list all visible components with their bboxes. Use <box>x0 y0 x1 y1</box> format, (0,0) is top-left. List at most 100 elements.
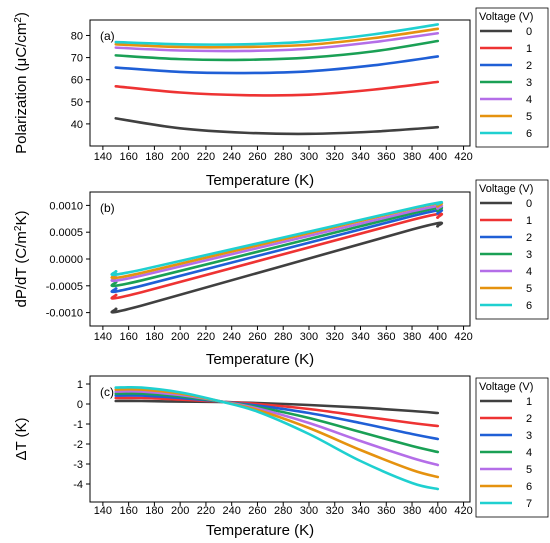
x-tick-label: 160 <box>119 151 137 163</box>
x-tick-label: 240 <box>223 151 241 163</box>
legend-entry-2: 2 <box>526 60 532 72</box>
y-tick-label: 1 <box>77 379 83 391</box>
legend-title: Voltage (V) <box>479 11 533 23</box>
x-tick-label: 220 <box>197 331 215 343</box>
x-tick-label: 320 <box>326 151 344 163</box>
legend-entry-3: 3 <box>526 249 532 261</box>
legend-entry-6: 6 <box>526 128 532 140</box>
legend-box <box>475 377 549 518</box>
series-line-1 <box>110 212 444 300</box>
x-tick-label: 220 <box>197 151 215 163</box>
x-tick-label: 400 <box>429 505 447 517</box>
series-line-4 <box>110 204 444 283</box>
series-line-0 <box>110 221 444 314</box>
series-line-5 <box>114 390 440 467</box>
panel-2: 140 160 180 200 220 240 260 280 300 320 340 360 380 4… <box>13 375 549 539</box>
x-tick-label: 380 <box>403 505 421 517</box>
series-line-3 <box>110 206 444 288</box>
series-line-2 <box>114 396 440 428</box>
y-tick-label: 80 <box>71 30 83 42</box>
panel-1: 140 160 180 200 220 240 260 280 300 320 340 360 380 4… <box>13 179 549 368</box>
x-tick-label: 220 <box>197 505 215 517</box>
legend-box <box>475 7 549 148</box>
y-title-superscript: 2 <box>13 17 24 23</box>
x-tick-label: 140 <box>94 151 112 163</box>
x-tick-label: 180 <box>145 505 163 517</box>
y-axis-title: Polarization (μC/cm2) <box>13 12 31 154</box>
y-title-superscript: 2 <box>13 225 24 231</box>
y-tick-label: 0.0000 <box>49 254 83 266</box>
legend: Voltage (V) 1 2 3 4 5 6 7 <box>475 377 549 518</box>
legend-title: Voltage (V) <box>479 183 533 195</box>
x-tick-label: 260 <box>248 151 266 163</box>
legend-entry-1: 1 <box>526 396 532 408</box>
y-axis-title: dP/dT (C/m2K) <box>13 211 31 308</box>
y-axis-title: ΔT (K) <box>13 417 30 460</box>
x-tick-label: 300 <box>300 151 318 163</box>
x-tick-label: 260 <box>248 331 266 343</box>
x-tick-label: 400 <box>429 331 447 343</box>
legend-entry-6: 6 <box>526 481 532 493</box>
x-tick-label: 420 <box>454 331 472 343</box>
x-tick-label: 320 <box>326 331 344 343</box>
legend: Voltage (V) 0 1 2 3 4 5 6 <box>475 7 549 148</box>
legend-entry-3: 3 <box>526 77 532 89</box>
panel-label: (c) <box>100 385 114 399</box>
x-tick-label: 180 <box>145 331 163 343</box>
legend-entry-5: 5 <box>526 464 532 476</box>
legend-entry-5: 5 <box>526 111 532 123</box>
series-line-6 <box>110 200 444 277</box>
x-tick-label: 360 <box>377 151 395 163</box>
x-tick-label: 200 <box>171 505 189 517</box>
y-title-part: ) <box>13 12 30 17</box>
panel-0: 140 160 180 200 220 240 260 280 300 320 340 360 380 4… <box>13 7 549 189</box>
x-tick-label: 360 <box>377 505 395 517</box>
x-axis-title: Temperature (K) <box>206 172 314 189</box>
x-tick-label: 140 <box>94 505 112 517</box>
legend-entry-4: 4 <box>526 266 532 278</box>
x-tick-label: 240 <box>223 505 241 517</box>
plot-frame <box>89 19 471 147</box>
legend-entry-4: 4 <box>526 94 532 106</box>
x-tick-label: 280 <box>274 331 292 343</box>
y-title-part: μC/cm <box>13 23 30 67</box>
series-line-4 <box>114 31 440 53</box>
x-tick-label: 340 <box>351 505 369 517</box>
y-tick-label: 60 <box>71 75 83 87</box>
legend-box <box>475 179 549 320</box>
x-tick-label: 340 <box>351 151 369 163</box>
x-axis-title: Temperature (K) <box>206 522 314 539</box>
y-title-part: Polarization ( <box>13 66 30 154</box>
legend-entry-7: 7 <box>526 498 532 510</box>
series-line-7 <box>114 385 440 491</box>
x-tick-label: 260 <box>248 505 266 517</box>
legend-entry-0: 0 <box>526 26 532 38</box>
y-tick-label: -3 <box>73 459 83 471</box>
y-tick-label: -2 <box>73 439 83 451</box>
x-tick-label: 140 <box>94 331 112 343</box>
y-title-part: K) <box>13 211 30 226</box>
x-tick-label: 320 <box>326 505 344 517</box>
y-tick-label: 40 <box>71 119 83 131</box>
panel-label: (a) <box>100 29 115 43</box>
x-tick-label: 160 <box>119 331 137 343</box>
series-line-3 <box>114 394 440 441</box>
x-tick-label: 300 <box>300 331 318 343</box>
x-tick-label: 200 <box>171 151 189 163</box>
series-line-6 <box>114 388 440 479</box>
series-line-4 <box>114 392 440 454</box>
legend-entry-4: 4 <box>526 447 532 459</box>
y-tick-label: 70 <box>71 53 83 65</box>
x-tick-label: 240 <box>223 331 241 343</box>
x-tick-label: 280 <box>274 151 292 163</box>
series-line-2 <box>110 208 444 294</box>
legend-entry-3: 3 <box>526 430 532 442</box>
legend-entry-1: 1 <box>526 215 532 227</box>
legend-entry-1: 1 <box>526 43 532 55</box>
x-tick-label: 280 <box>274 505 292 517</box>
x-tick-label: 360 <box>377 331 395 343</box>
series-line-2 <box>114 55 440 75</box>
series-line-5 <box>114 27 440 49</box>
y-tick-label: -4 <box>73 479 83 491</box>
x-tick-label: 200 <box>171 331 189 343</box>
